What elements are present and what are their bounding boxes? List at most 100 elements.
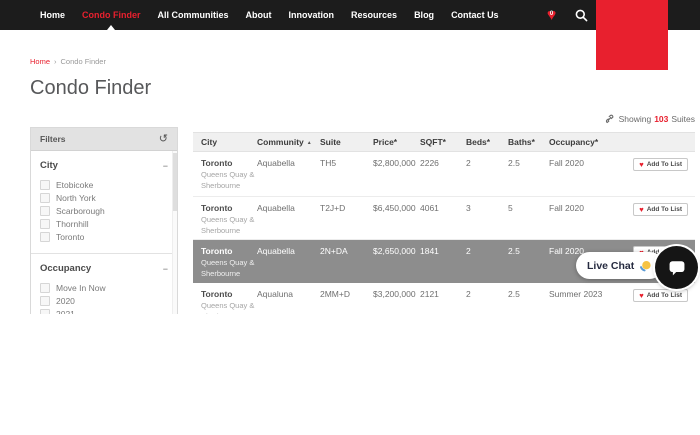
- breadcrumb-separator: ›: [54, 57, 57, 66]
- add-to-list-label: Add To List: [647, 206, 682, 213]
- filter-option[interactable]: 2021: [40, 308, 168, 314]
- checkbox-icon[interactable]: [40, 219, 50, 229]
- main-navbar: Home Condo Finder All Communities About …: [0, 0, 700, 30]
- add-to-list-label: Add To List: [647, 292, 682, 299]
- showing-suffix: Suites: [671, 114, 695, 124]
- breadcrumb-home-link[interactable]: Home: [30, 57, 50, 66]
- showing-prefix: Showing: [619, 114, 652, 124]
- filter-option-label: Thornhill: [56, 219, 89, 229]
- checkbox-icon[interactable]: [40, 232, 50, 242]
- city-area: Queens Quay & Sherbourne: [201, 170, 257, 192]
- column-header[interactable]: SQFT*▲: [420, 137, 466, 147]
- nav-item[interactable]: About: [246, 0, 272, 30]
- checkbox-icon[interactable]: [40, 206, 50, 216]
- cell-sqft: 4061: [420, 203, 466, 239]
- filter-section-title: Occupancy: [40, 263, 91, 274]
- table-row[interactable]: Toronto Queens Quay & Sherbourne Aquabel…: [193, 152, 695, 197]
- city-name: Toronto: [201, 203, 257, 213]
- filter-section-city: City − Etobicoke North York: [31, 151, 177, 253]
- column-header[interactable]: Price*▲: [373, 137, 420, 147]
- column-header[interactable]: Community▲: [257, 137, 320, 147]
- cell-beds: 2: [466, 246, 508, 282]
- cell-suite: 2MM+D: [320, 289, 373, 314]
- filter-option-label: 2020: [56, 296, 75, 306]
- cell-price: $2,650,000: [373, 246, 420, 282]
- column-label: Price*: [373, 137, 397, 147]
- wishlist-heart-icon[interactable]: ♥ 0: [543, 7, 560, 24]
- cell-price: $3,200,000: [373, 289, 420, 314]
- search-icon[interactable]: [574, 8, 588, 22]
- live-chat-tooltip[interactable]: Live Chat: [576, 252, 663, 279]
- add-to-list-button[interactable]: ♥ Add To List: [633, 203, 688, 216]
- filter-option[interactable]: Move In Now: [40, 282, 168, 294]
- filter-section-occupancy-toggle[interactable]: Occupancy −: [40, 263, 168, 274]
- results-section: Showing 103 Suites City▲ Community▲ Suit…: [193, 112, 695, 314]
- cell-community: Aquabella: [257, 158, 320, 196]
- cell-baths: 2.5: [508, 158, 549, 196]
- filter-option[interactable]: 2020: [40, 295, 168, 307]
- filter-option-label: North York: [56, 193, 96, 203]
- filter-option[interactable]: Etobicoke: [40, 179, 168, 191]
- brand-logo[interactable]: [596, 0, 668, 70]
- reset-filters-icon[interactable]: ↺: [159, 134, 168, 145]
- occupancy-options: Move In Now 2020 2021: [40, 282, 168, 314]
- table-header-row: City▲ Community▲ Suite▲ Price*▲: [193, 132, 695, 152]
- results-summary: Showing 103 Suites: [193, 112, 695, 126]
- filter-option-label: Etobicoke: [56, 180, 93, 190]
- checkbox-icon[interactable]: [40, 309, 50, 314]
- nav-item[interactable]: Blog: [414, 0, 434, 30]
- breadcrumb: Home › Condo Finder: [30, 57, 106, 66]
- nav-icons: ♥ 0: [543, 7, 588, 24]
- sidebar-scrollbar[interactable]: [172, 151, 177, 314]
- condo-finder-page: Home Condo Finder All Communities About …: [0, 0, 700, 435]
- cell-city: Toronto Queens Quay & Sherbourne: [193, 246, 257, 282]
- scrollbar-thumb[interactable]: [173, 153, 177, 211]
- add-to-list-button[interactable]: ♥ Add To List: [633, 289, 688, 302]
- add-to-list-button[interactable]: ♥ Add To List: [633, 158, 688, 171]
- filter-option[interactable]: North York: [40, 192, 168, 204]
- cell-suite: T2J+D: [320, 203, 373, 239]
- cell-beds: 3: [466, 203, 508, 239]
- checkbox-icon[interactable]: [40, 193, 50, 203]
- checkbox-icon[interactable]: [40, 296, 50, 306]
- heart-icon: ♥: [639, 161, 643, 169]
- cell-action: ♥ Add To List: [603, 289, 695, 314]
- column-header[interactable]: Suite▲: [320, 137, 373, 147]
- nav-item[interactable]: Condo Finder: [82, 0, 141, 30]
- nav-item[interactable]: Home: [40, 0, 65, 30]
- cell-city: Toronto Queens Quay & Sherbourne: [193, 158, 257, 196]
- filter-option[interactable]: Thornhill: [40, 218, 168, 230]
- column-label: City: [201, 137, 217, 147]
- checkbox-icon[interactable]: [40, 180, 50, 190]
- cell-beds: 2: [466, 158, 508, 196]
- nav-item[interactable]: Resources: [351, 0, 397, 30]
- nav-item[interactable]: Contact Us: [451, 0, 499, 30]
- column-label: SQFT*: [420, 137, 446, 147]
- city-area: Queens Quay & Sherbourne: [201, 301, 257, 314]
- column-header[interactable]: Beds*▲: [466, 137, 508, 147]
- cell-baths: 2.5: [508, 246, 549, 282]
- column-header[interactable]: City▲: [193, 137, 257, 147]
- table-row[interactable]: Toronto Queens Quay & Sherbourne Aquabel…: [193, 197, 695, 240]
- link-icon: [605, 114, 614, 124]
- filters-title: Filters: [40, 134, 66, 144]
- cell-sqft: 2226: [420, 158, 466, 196]
- cell-occupancy: Summer 2023: [549, 289, 603, 314]
- filter-option[interactable]: Toronto: [40, 231, 168, 243]
- chat-bubble-button[interactable]: [655, 246, 698, 289]
- nav-item[interactable]: All Communities: [158, 0, 229, 30]
- cell-suite: TH5: [320, 158, 373, 196]
- cell-community: Aqualuna: [257, 289, 320, 314]
- column-label: Suite: [320, 137, 341, 147]
- checkbox-icon[interactable]: [40, 283, 50, 293]
- column-header[interactable]: Occupancy*▲: [549, 137, 603, 147]
- cell-occupancy: Fall 2020: [549, 203, 603, 239]
- city-area: Queens Quay & Sherbourne: [201, 258, 257, 280]
- nav-item[interactable]: Innovation: [289, 0, 335, 30]
- cell-sqft: 1841: [420, 246, 466, 282]
- cell-price: $2,800,000: [373, 158, 420, 196]
- filter-section-city-toggle[interactable]: City −: [40, 160, 168, 171]
- column-header[interactable]: Baths*▲: [508, 137, 549, 147]
- table-row[interactable]: Toronto Queens Quay & Sherbourne Aqualun…: [193, 283, 695, 314]
- filter-option[interactable]: Scarborough: [40, 205, 168, 217]
